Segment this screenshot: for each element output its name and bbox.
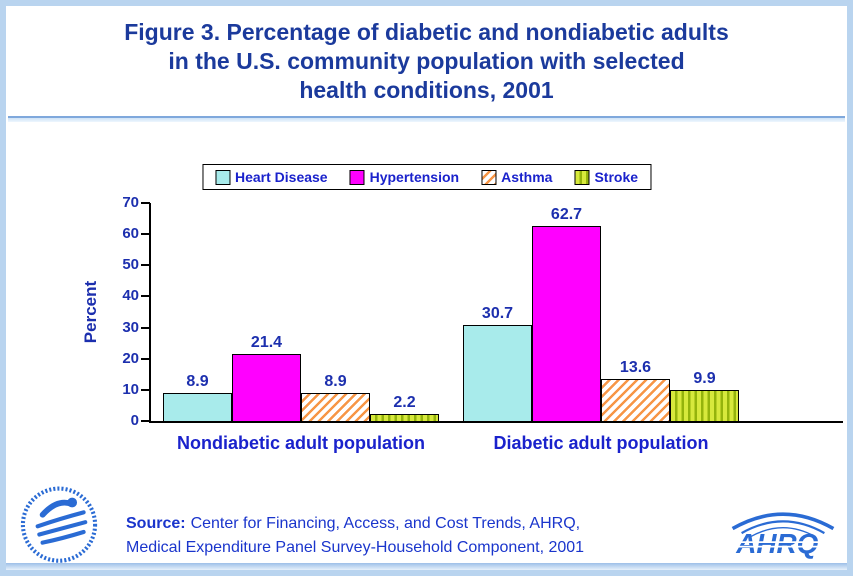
legend-label-heart-disease: Heart Disease bbox=[234, 169, 328, 185]
source-line1: Source: Center for Financing, Access, and… bbox=[126, 512, 584, 536]
y-tick-mark bbox=[141, 264, 150, 267]
y-tick-mark bbox=[141, 326, 150, 329]
plot-area: 0 10 20 30 40 50 60 70 8.9 21.4 8.9 2.2 Nondiabetic … bbox=[122, 194, 843, 453]
y-tick-mark bbox=[141, 295, 150, 298]
y-tick-mark bbox=[141, 420, 150, 422]
y-tick-mark bbox=[141, 357, 150, 360]
bar-value-label: 8.9 bbox=[324, 373, 347, 391]
legend-item-hypertension: Hypertension bbox=[349, 169, 460, 185]
y-tick-label-50: 50 bbox=[122, 256, 139, 274]
legend-swatch-hypertension-icon bbox=[349, 169, 365, 185]
figure-title-line2: in the U.S. community population with se… bbox=[168, 48, 685, 74]
legend-item-stroke: Stroke bbox=[574, 169, 638, 185]
bottom-accent-band bbox=[6, 563, 847, 570]
y-tick-label-60: 60 bbox=[122, 225, 139, 243]
bar-group-nondiabetic-adult-population: 8.9 21.4 8.9 2.2 bbox=[163, 334, 439, 421]
bar-value-label: 62.7 bbox=[550, 205, 583, 223]
bar-stroke-nondiabetic-adult-population: 2.2 bbox=[370, 394, 439, 421]
bar-heart-disease-diabetic-adult-population: 30.7 bbox=[463, 305, 532, 421]
legend: Heart Disease Hypertension Asthma Stroke bbox=[201, 164, 652, 190]
figure-title: Figure 3. Percentage of diabetic and non… bbox=[36, 18, 817, 105]
source-note: Source: Center for Financing, Access, and… bbox=[126, 512, 584, 560]
bar-value-label: 8.9 bbox=[186, 373, 209, 391]
y-tick-mark bbox=[141, 202, 150, 204]
legend-item-heart-disease: Heart Disease bbox=[214, 169, 328, 185]
y-tick-label-40: 40 bbox=[122, 287, 139, 305]
bar-value-label: 9.9 bbox=[693, 370, 716, 388]
source-label: Source: bbox=[126, 515, 186, 532]
bar-value-label: 21.4 bbox=[250, 334, 283, 352]
legend-swatch-stroke-icon bbox=[574, 169, 590, 185]
y-tick-label-70: 70 bbox=[122, 194, 139, 211]
bar-hypertension-nondiabetic-adult-population: 21.4 bbox=[232, 334, 301, 421]
legend-item-asthma: Asthma bbox=[481, 169, 552, 185]
ahrq-logo: AHRQ bbox=[729, 508, 837, 560]
hhs-eagle-logo-icon bbox=[18, 482, 100, 564]
legend-swatch-heart-disease-icon bbox=[214, 169, 230, 185]
bar-value-label: 30.7 bbox=[481, 305, 514, 323]
bar-hypertension-diabetic-adult-population: 62.7 bbox=[532, 206, 601, 421]
figure-title-line3: health conditions, 2001 bbox=[299, 77, 554, 103]
y-tick-mark bbox=[141, 388, 150, 391]
y-axis-title: Percent bbox=[81, 280, 100, 344]
legend-label-hypertension: Hypertension bbox=[369, 169, 460, 185]
title-divider bbox=[8, 116, 845, 122]
y-tick-label-20: 20 bbox=[122, 349, 139, 367]
figure-title-line1: Figure 3. Percentage of diabetic and non… bbox=[124, 19, 729, 45]
bar-asthma-diabetic-adult-population: 13.6 bbox=[601, 359, 670, 421]
y-tick-label-30: 30 bbox=[122, 318, 139, 336]
bar-value-label: 2.2 bbox=[393, 394, 416, 412]
bar-heart-disease-nondiabetic-adult-population: 8.9 bbox=[163, 373, 232, 421]
y-tick-mark bbox=[141, 233, 150, 236]
y-tick-label-0: 0 bbox=[130, 412, 139, 429]
ahrq-logo-text: AHRQ bbox=[735, 528, 818, 559]
source-line2: Medical Expenditure Panel Survey-Househo… bbox=[126, 539, 585, 556]
legend-label-stroke: Stroke bbox=[594, 169, 639, 185]
bar-group-diabetic-adult-population: 30.7 62.7 13.6 9.9 bbox=[463, 206, 739, 421]
bar-value-label: 13.6 bbox=[619, 358, 652, 376]
legend-label-asthma: Asthma bbox=[501, 169, 553, 185]
legend-swatch-asthma-icon bbox=[481, 169, 497, 185]
category-label-diabetic-adult-population: Diabetic adult population bbox=[493, 433, 709, 453]
y-tick-label-10: 10 bbox=[122, 380, 139, 398]
bar-asthma-nondiabetic-adult-population: 8.9 bbox=[301, 373, 370, 421]
source-text1: Center for Financing, Access, and Cost T… bbox=[190, 515, 581, 532]
bar-stroke-diabetic-adult-population: 9.9 bbox=[670, 370, 739, 421]
category-label-nondiabetic-adult-population: Nondiabetic adult population bbox=[177, 433, 425, 453]
